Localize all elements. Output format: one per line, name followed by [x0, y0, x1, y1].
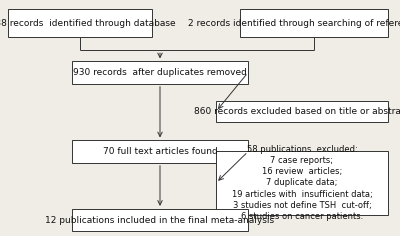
- FancyBboxPatch shape: [216, 151, 388, 215]
- Text: 12 publications included in the final meta-analysis: 12 publications included in the final me…: [46, 215, 274, 225]
- FancyBboxPatch shape: [72, 209, 248, 231]
- Text: 70 full text articles found: 70 full text articles found: [103, 147, 217, 156]
- Text: 58 publications  excluded:
7 case reports;
16 review  articles;
7 duplicate data: 58 publications excluded: 7 case reports…: [232, 145, 372, 221]
- FancyBboxPatch shape: [72, 140, 248, 163]
- FancyBboxPatch shape: [8, 9, 152, 37]
- Text: 1238 records  identified through database: 1238 records identified through database: [0, 18, 176, 28]
- FancyBboxPatch shape: [216, 101, 388, 122]
- Text: 2 records identified through searching of reference lists: 2 records identified through searching o…: [188, 18, 400, 28]
- Text: 930 records  after duplicates removed: 930 records after duplicates removed: [73, 68, 247, 77]
- Text: 860 records excluded based on title or abstract: 860 records excluded based on title or a…: [194, 107, 400, 116]
- FancyBboxPatch shape: [72, 61, 248, 84]
- FancyBboxPatch shape: [240, 9, 388, 37]
